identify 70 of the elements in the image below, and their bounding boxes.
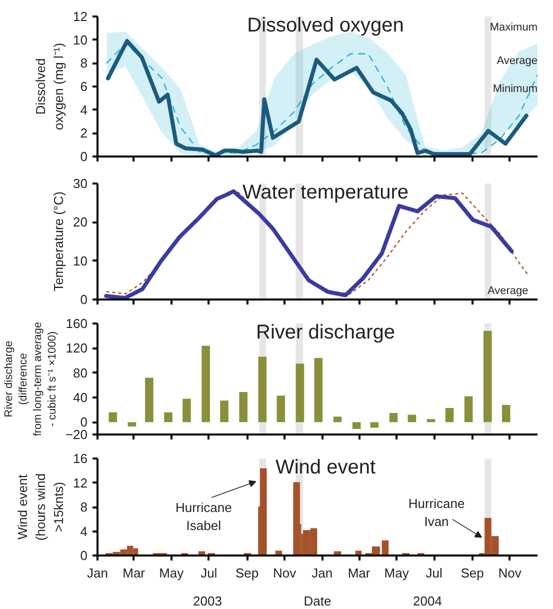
bar (333, 416, 342, 422)
y-tick-label: 16 (73, 451, 88, 466)
x-tick-label: Jan (87, 566, 108, 580)
x-tick-label: May (159, 566, 184, 580)
bar (314, 358, 323, 422)
x-axis-title: Date (304, 594, 332, 608)
bar (502, 404, 510, 422)
x-tick-label: Jan (312, 566, 333, 580)
x-tick-label: Nov (273, 566, 297, 580)
y-tick-label: 12 (73, 9, 88, 24)
x-tick-label: May (384, 566, 410, 580)
annotation: Maximum (490, 21, 538, 34)
y-axis-title: Temperature (°C) (51, 192, 66, 292)
y-tick-label: 20 (73, 214, 88, 230)
y-axis-title: River discharge (difference from long-term average - cubic ft s⁻¹ ×1000) (3, 322, 58, 436)
annotation: Minimum (492, 83, 538, 96)
y-tick-label: 0 (80, 548, 88, 563)
bar (464, 396, 473, 422)
chart-title: Wind event (275, 456, 376, 478)
bar (352, 422, 361, 429)
y-tick-label: −20 (65, 427, 88, 442)
y-tick-label: 10 (73, 32, 88, 48)
bar (145, 378, 154, 422)
annotation: Hurricane Isabel (175, 500, 232, 534)
bar (164, 412, 172, 422)
y-tick-label: 4 (80, 102, 88, 118)
x-tick-label: Mar (348, 566, 371, 580)
bar (408, 414, 416, 422)
x-tick-label: Mar (122, 566, 146, 580)
y-tick-label: 40 (73, 390, 88, 405)
x-tick-label: Sep (460, 566, 484, 580)
x-tick-label: Jul (426, 566, 443, 580)
text: 2003 (193, 594, 222, 608)
bar (220, 400, 228, 422)
y-tick-label: 8 (80, 500, 88, 514)
x-tick-label: Nov (498, 566, 522, 580)
chart-title: River discharge (256, 322, 395, 344)
bar (276, 396, 286, 422)
y-tick-label: 0 (80, 292, 88, 307)
y-tick-label: 12 (73, 475, 88, 490)
series-label: Average (487, 285, 528, 298)
text: 2004 (413, 594, 442, 608)
y-tick-label: 30 (73, 176, 88, 191)
bar (108, 412, 118, 422)
bar (182, 398, 191, 422)
bar (370, 422, 379, 428)
bar (202, 346, 210, 422)
y-tick-label: 80 (73, 365, 88, 380)
y-tick-label: 6 (80, 79, 88, 94)
x-tick-label: Jul (200, 566, 218, 580)
series-label: Average (496, 54, 538, 67)
chart-title: Water temperature (242, 182, 409, 204)
annotation: Hurricane Ivan (408, 496, 465, 529)
y-tick-label: 160 (66, 316, 88, 331)
y-tick-label: 8 (80, 56, 88, 71)
y-axis-title: Wind event (hours wind >15knts) (15, 473, 66, 541)
y-tick-label: 10 (73, 253, 88, 268)
bar (445, 408, 454, 422)
bar (389, 412, 398, 422)
bar (426, 419, 436, 422)
y-tick-label: 0 (80, 149, 88, 164)
chart-title: Dissolved oxygen (247, 14, 404, 36)
y-axis-title: Dissolved oxygen (mg l⁻¹) (33, 42, 66, 130)
y-tick-label: 0 (80, 414, 88, 430)
bar (128, 422, 136, 426)
y-tick-label: 120 (66, 340, 88, 356)
y-tick-label: 4 (80, 524, 88, 539)
y-tick-label: 2 (80, 126, 88, 141)
bar (239, 392, 248, 422)
x-tick-label: Sep (235, 566, 259, 580)
